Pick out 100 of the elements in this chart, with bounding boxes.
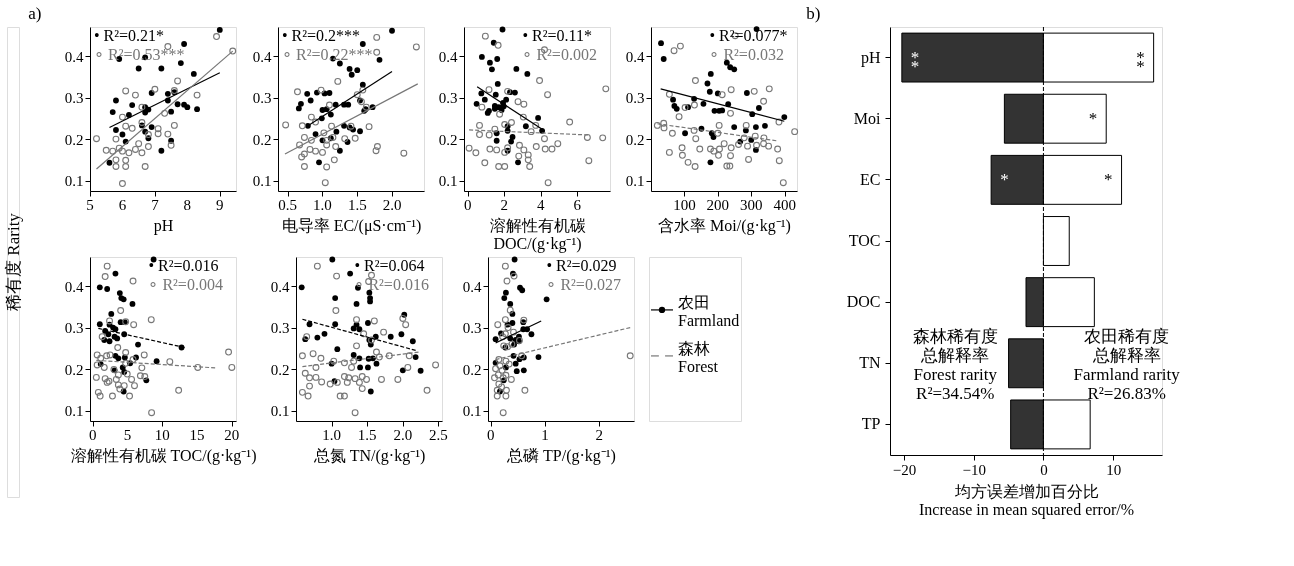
- y-tick-label: 0.1: [462, 403, 482, 420]
- chart-title: b): [806, 3, 821, 23]
- data-label: **: [910, 47, 920, 76]
- y-tick-label: 0.3: [438, 90, 458, 107]
- annotation: • R²=0.029: [546, 257, 617, 274]
- y-tick-label: 0.2: [438, 131, 458, 148]
- y-tick-label: 0.3: [252, 90, 272, 107]
- y-tick-label: 0.1: [270, 403, 290, 420]
- x-axis-title: 均方误差增加百分比 Increase in mean squared error/%: [919, 482, 1134, 519]
- y-tick-label: 0.1: [252, 173, 272, 190]
- annotation: • R²=0.2***: [282, 27, 361, 44]
- x-tick-label: 1: [541, 427, 549, 443]
- x-tick-label: 0.5: [278, 197, 298, 213]
- x-tick-label: 2: [500, 197, 508, 213]
- x-tick-label: 1.0: [313, 197, 332, 213]
- x-tick-label: 1.0: [322, 427, 341, 443]
- x-axis-title: 溶解性有机碳 DOC/(g·kg⁻¹): [489, 217, 586, 253]
- y-tick-label: 0.2: [64, 131, 84, 148]
- x-tick-label: 2.0: [382, 197, 402, 213]
- y-tick-label: 0.1: [625, 173, 645, 190]
- x-tick-label: −10: [962, 461, 986, 478]
- x-tick-label: 8: [183, 197, 192, 213]
- data-label: *: [1088, 108, 1098, 128]
- x-tick-label: 0: [486, 427, 495, 443]
- y-tick-label: 0.1: [438, 173, 458, 190]
- y-tick-label: TP: [861, 415, 881, 433]
- y-tick-label: 0.4: [438, 48, 458, 65]
- y-tick-label: 0.2: [252, 131, 272, 148]
- annotation: ∘ R²=0.004: [148, 276, 223, 293]
- x-tick-label: 2.5: [429, 427, 448, 443]
- x-tick-label: 0: [89, 427, 97, 443]
- y-tick-label: 0.3: [462, 320, 482, 337]
- annotation: • R²=0.064: [354, 257, 425, 274]
- x-tick-label: 2: [595, 427, 604, 443]
- x-tick-label: 5: [86, 197, 94, 213]
- x-tick-label: 15: [189, 427, 205, 443]
- y-tick-label: 0.3: [64, 320, 84, 337]
- legend-label: 农田 Farmland: [678, 293, 740, 329]
- annotation: 农田稀有度总解释率 Farmland rarity R²=26.83%: [1073, 326, 1181, 403]
- x-tick-label: 0: [1040, 461, 1048, 478]
- y-tick-label: 0.2: [64, 361, 84, 378]
- data-label: **: [1136, 47, 1145, 76]
- x-axis-title: pH: [153, 217, 174, 235]
- annotation: • R²=0.016: [148, 257, 219, 274]
- x-tick-label: 200: [706, 197, 730, 213]
- legend-label: 森林 Forest: [678, 339, 719, 375]
- y-tick-label: 0.2: [462, 361, 482, 378]
- y-tick-label: 0.4: [252, 48, 272, 65]
- x-axis-title: 电导率 EC/(μS·cm⁻¹): [281, 217, 422, 235]
- y-tick-label: 0.3: [270, 320, 290, 337]
- y-tick-label: 0.2: [625, 131, 645, 148]
- y-axis-title: 稀有度 Rarity: [4, 212, 23, 311]
- x-tick-label: 20: [224, 427, 240, 443]
- y-tick-label: 0.4: [64, 48, 84, 65]
- annotation: ∘ R²=0.22***: [282, 46, 373, 63]
- y-tick-label: pH: [860, 48, 881, 67]
- y-tick-label: 0.1: [64, 173, 84, 190]
- y-tick-label: EC: [860, 170, 881, 188]
- x-tick-label: 400: [773, 197, 796, 213]
- x-tick-label: 100: [673, 197, 696, 213]
- x-tick-label: 1.5: [347, 197, 367, 213]
- x-axis-title: 总氮 TN/(g·kg⁻¹): [312, 447, 426, 465]
- y-tick-label: 0.4: [625, 48, 645, 65]
- x-tick-label: −20: [892, 461, 917, 478]
- annotation: • R²=0.21*: [94, 27, 165, 44]
- x-tick-label: 0: [463, 197, 472, 213]
- data-label: *: [1000, 169, 1009, 189]
- y-tick-label: 0.2: [270, 361, 290, 378]
- y-tick-label: 0.3: [64, 90, 84, 107]
- x-tick-label: 2.0: [393, 427, 413, 443]
- y-tick-label: TN: [859, 354, 881, 372]
- annotation: • R²=0.077*: [709, 27, 788, 44]
- x-tick-label: 10: [154, 427, 170, 443]
- y-tick-label: 0.3: [625, 90, 645, 107]
- x-tick-label: 6: [573, 197, 582, 213]
- x-axis-title: 含水率 Moi/(g·kg⁻¹): [658, 217, 791, 235]
- annotation: ∘ R²=0.002: [522, 46, 597, 63]
- data-label: *: [1104, 169, 1113, 189]
- x-axis-title: 总磷 TP/(g·kg⁻¹): [506, 447, 616, 465]
- annotation: ∘ R²=0.027: [546, 276, 621, 293]
- x-tick-label: 5: [123, 427, 132, 443]
- y-tick-label: 0.4: [270, 278, 290, 295]
- x-tick-label: 300: [739, 197, 763, 213]
- annotation: ∘ R²=0.032: [709, 46, 784, 63]
- annotation: • R²=0.11*: [522, 27, 592, 44]
- annotation: ∘ R²=0.53***: [94, 46, 185, 63]
- y-tick-label: 0.4: [64, 278, 84, 295]
- y-tick-label: 0.4: [462, 278, 482, 295]
- x-tick-label: 9: [216, 197, 224, 213]
- y-tick-label: 0.1: [64, 403, 84, 420]
- x-tick-label: 1.5: [357, 427, 377, 443]
- x-axis-title: 溶解性有机碳 TOC/(g·kg⁻¹): [70, 447, 257, 465]
- chart-title: a): [28, 3, 42, 23]
- x-tick-label: 7: [151, 197, 160, 213]
- y-tick-label: TOC: [848, 232, 881, 249]
- x-tick-label: 6: [118, 197, 127, 213]
- y-tick-label: DOC: [846, 293, 881, 311]
- y-tick-label: Moi: [853, 109, 882, 127]
- annotation: 森林稀有度总解释率 Forest rarity R²=34.54%: [912, 326, 998, 403]
- x-tick-label: 4: [536, 197, 545, 213]
